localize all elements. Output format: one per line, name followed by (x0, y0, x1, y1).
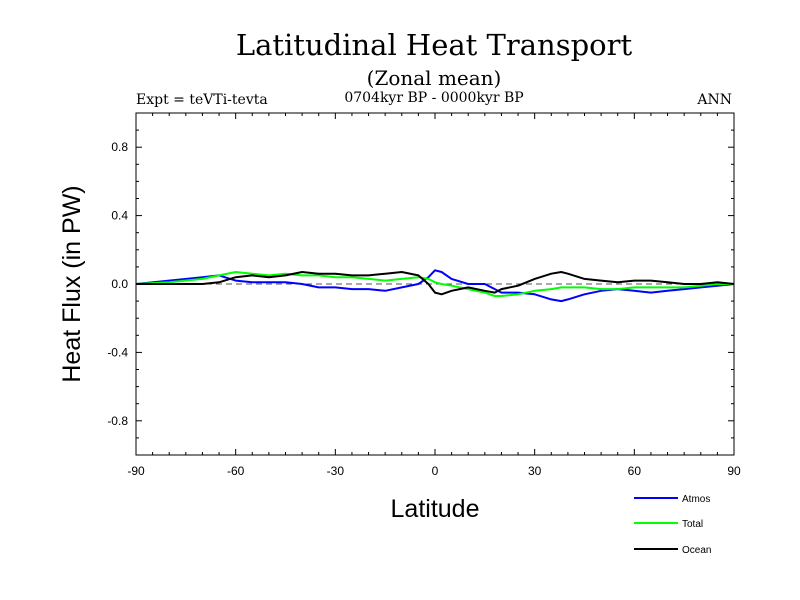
x-tick-label: 30 (528, 464, 542, 478)
x-tick-label: -60 (227, 464, 245, 478)
series-line-total (135, 271, 734, 297)
period-label: 0704kyr BP - 0000kyr BP (344, 90, 524, 106)
season-label: ANN (697, 92, 732, 108)
y-tick-label: 0.8 (111, 140, 128, 154)
plot-frame (135, 112, 735, 456)
x-tick-label: -30 (327, 464, 345, 478)
x-tick-label: -90 (127, 464, 145, 478)
y-axis-label: Heat Flux (in PW) (58, 185, 86, 382)
chart-subtitle: (Zonal mean) (366, 66, 502, 90)
y-tick-label: 0.0 (111, 277, 128, 291)
legend-label-ocean: Ocean (682, 545, 711, 556)
legend-label-total: Total (682, 519, 703, 530)
series-line-ocean (136, 271, 735, 296)
legend-label-atmos: Atmos (682, 494, 710, 505)
chart-title: Latitudinal Heat Transport (235, 28, 633, 62)
x-axis-label: Latitude (391, 495, 480, 523)
x-tick-label: 0 (432, 464, 439, 478)
experiment-label: Expt = teVTi-tevta (136, 92, 268, 108)
x-tick-label: 60 (628, 464, 642, 478)
y-tick-label: 0.4 (111, 209, 128, 223)
y-tick-label: -0.4 (107, 345, 128, 359)
x-tick-label: 90 (727, 464, 741, 478)
series-line-atmos (135, 269, 735, 303)
y-tick-label: -0.8 (107, 414, 128, 428)
